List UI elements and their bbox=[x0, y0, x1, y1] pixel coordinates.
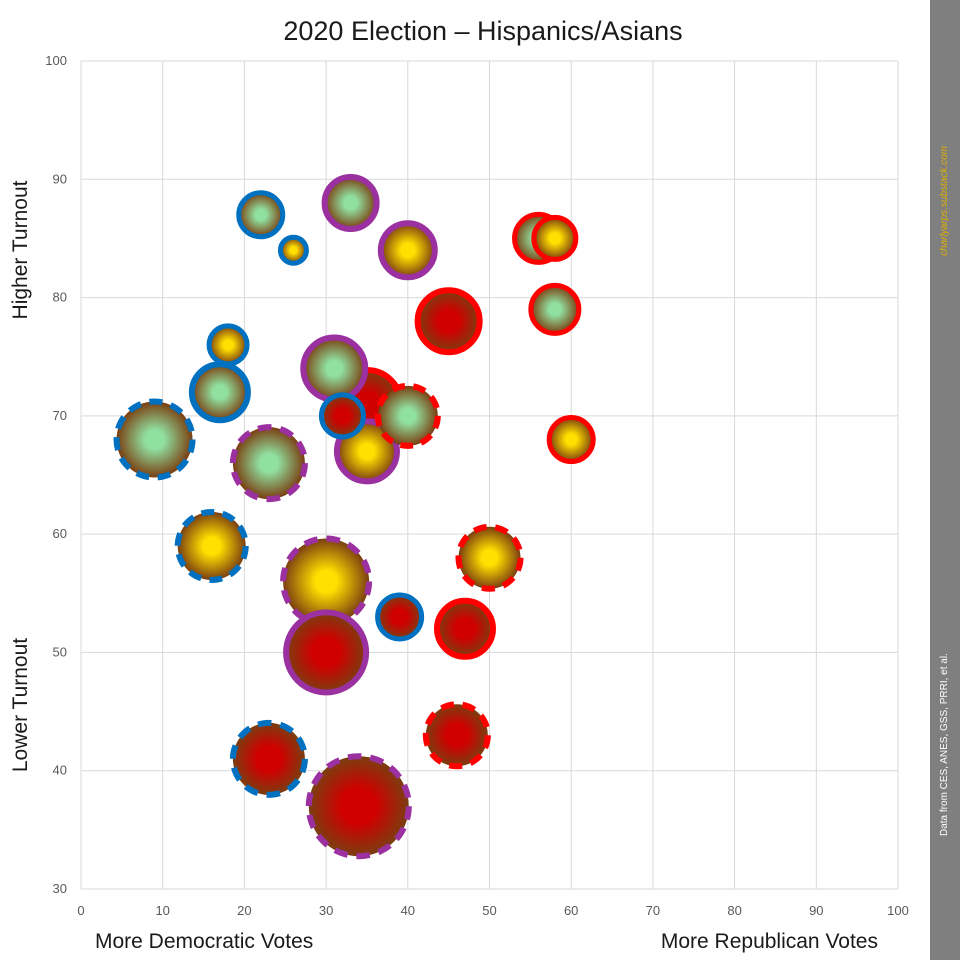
bubble-point bbox=[531, 214, 579, 262]
bubble-chart: 2020 Election – Hispanics/Asians 0 10 20 30… bbox=[9, 16, 909, 953]
bubble-point bbox=[528, 282, 582, 336]
x-tick-label: 20 bbox=[237, 903, 251, 918]
y-label-bottom: Lower Turnout bbox=[9, 638, 32, 772]
y-tick-label: 30 bbox=[53, 881, 67, 896]
bubble-point bbox=[433, 597, 496, 660]
bubble-point bbox=[374, 382, 441, 449]
x-tick-label: 50 bbox=[482, 903, 496, 918]
sidebar-strip: charlyarps.substack.com Data from CES, A… bbox=[930, 0, 960, 960]
y-tick-label: 70 bbox=[53, 408, 67, 423]
x-tick-label: 60 bbox=[564, 903, 578, 918]
bubble-point bbox=[113, 398, 196, 481]
y-tick-label: 40 bbox=[53, 763, 67, 778]
x-tick-label: 70 bbox=[646, 903, 660, 918]
x-tick-label: 80 bbox=[727, 903, 741, 918]
sidebar-source: Data from CES, ANES, GSS, PRRI, et al. bbox=[939, 653, 950, 836]
chart-area: 2020 Election – Hispanics/Asians 0 10 20 30… bbox=[9, 16, 909, 953]
y-tick-label: 100 bbox=[45, 53, 67, 68]
bubble-point bbox=[300, 334, 369, 403]
bubble-point bbox=[422, 701, 491, 770]
sidebar-url: charlyarps.substack.com bbox=[939, 145, 950, 256]
x-label-right: More Republican Votes bbox=[661, 930, 878, 953]
x-tick-label: 10 bbox=[155, 903, 169, 918]
chart-title: 2020 Election – Hispanics/Asians bbox=[283, 16, 682, 46]
bubble-point bbox=[377, 220, 438, 281]
bubble-point bbox=[229, 719, 308, 798]
bubble-point bbox=[277, 234, 309, 266]
bubble-point bbox=[229, 424, 308, 503]
bubble-point bbox=[236, 190, 286, 240]
bubble-point bbox=[188, 361, 251, 424]
bubble-point bbox=[174, 508, 249, 583]
bubble-point bbox=[414, 287, 483, 356]
data-points bbox=[113, 173, 596, 860]
x-tick-label: 0 bbox=[77, 903, 84, 918]
x-label-left: More Democratic Votes bbox=[95, 930, 313, 953]
bubble-point bbox=[455, 523, 524, 592]
y-tick-label: 50 bbox=[53, 644, 67, 659]
bubble-point bbox=[318, 392, 366, 440]
y-tick-label: 90 bbox=[53, 171, 67, 186]
y-tick-label: 80 bbox=[53, 290, 67, 305]
y-tick-label: 60 bbox=[53, 526, 67, 541]
x-tick-label: 100 bbox=[887, 903, 909, 918]
grid-lines bbox=[80, 60, 899, 890]
bubble-point bbox=[280, 535, 373, 628]
x-tick-label: 30 bbox=[319, 903, 333, 918]
bubble-point bbox=[305, 753, 412, 860]
tick-labels: 0 10 20 30 40 50 60 70 80 90 100 30 40 50 60 70 80 90 100 bbox=[45, 53, 909, 918]
x-tick-label: 40 bbox=[401, 903, 415, 918]
bubble-point bbox=[206, 323, 250, 367]
bubble-point bbox=[546, 415, 596, 465]
bubble-point bbox=[321, 173, 380, 232]
bubble-point bbox=[283, 609, 370, 696]
y-label-top: Higher Turnout bbox=[9, 180, 32, 319]
x-tick-label: 90 bbox=[809, 903, 823, 918]
bubble-point bbox=[375, 592, 425, 642]
